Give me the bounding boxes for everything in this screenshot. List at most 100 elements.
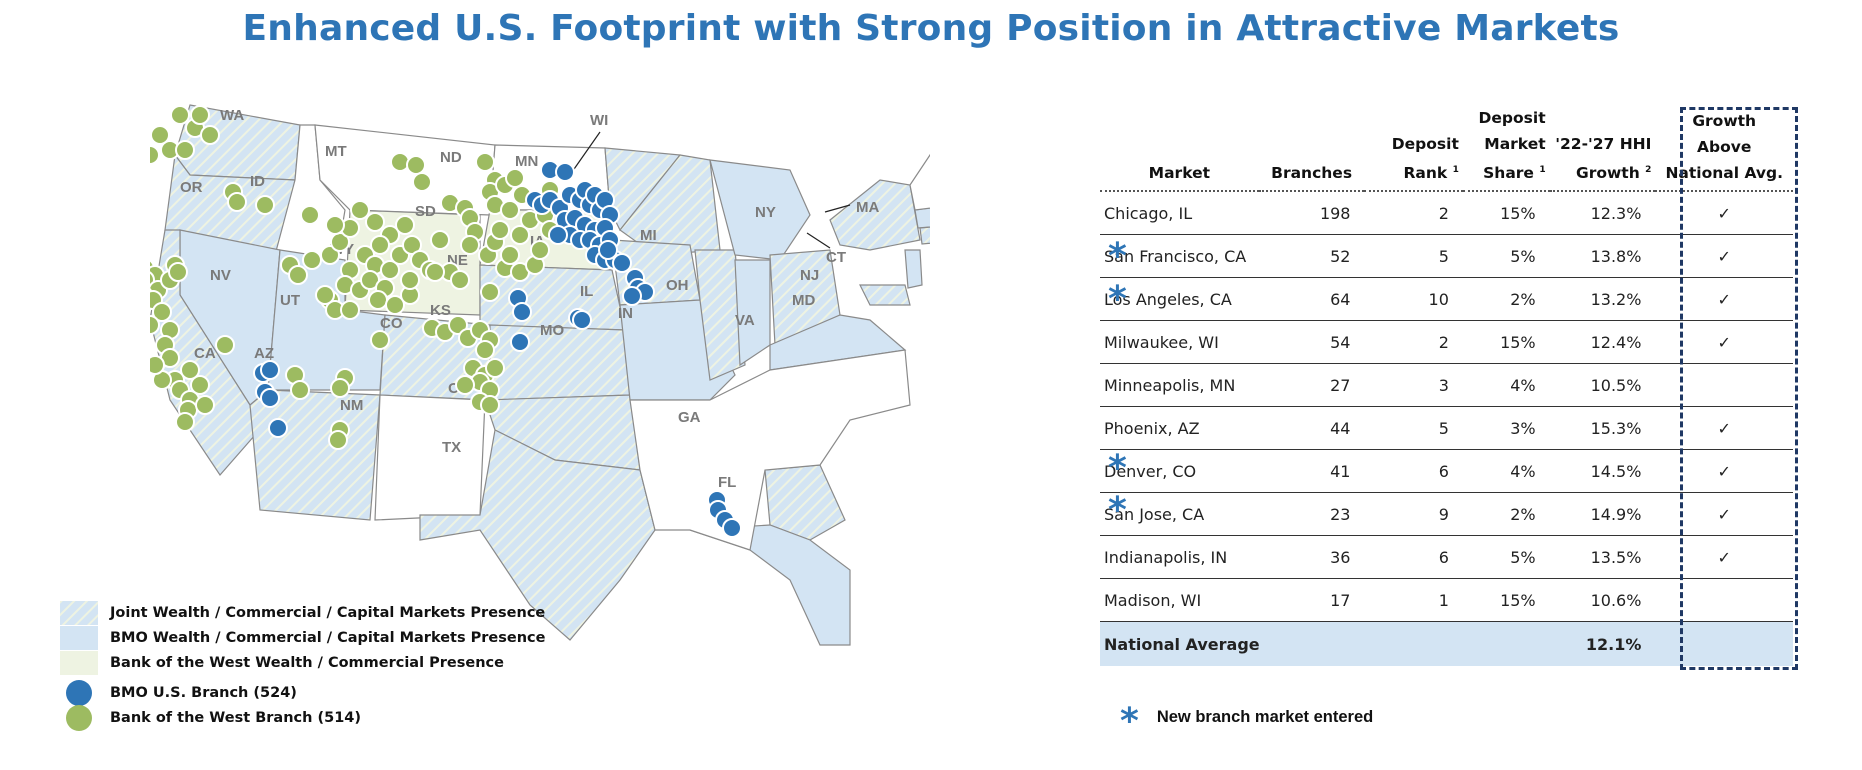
rank-cell: 1 — [1364, 578, 1463, 623]
share-cell: 4% — [1462, 449, 1550, 494]
national-average-row: National Average 12.1% — [1100, 621, 1793, 667]
share-cell: 5% — [1462, 234, 1550, 279]
check-cell: ✓ — [1655, 320, 1793, 365]
growth-cell: 12.3% — [1549, 191, 1656, 236]
header-market: Market — [1148, 164, 1211, 183]
header-hhi-growth: '22-'27 HHI Growth 2 — [1555, 135, 1652, 183]
growth-cell: 10.6% — [1549, 578, 1656, 623]
growth-cell: 10.5% — [1549, 363, 1656, 408]
label-ct: CT — [826, 249, 846, 266]
new-market-asterisk-icon: * — [1108, 447, 1127, 489]
label-or: OR — [180, 179, 203, 196]
label-in: IN — [618, 305, 633, 322]
state-other-ne — [909, 129, 981, 211]
market-cell: Milwaukee, WI — [1100, 320, 1259, 365]
legend-item-bmo-branch: BMO U.S. Branch (524) — [60, 680, 297, 706]
bmo-branches — [253, 160, 742, 538]
table-header-row: Market Branches Deposit Rank 1 Deposit M… — [1100, 105, 1793, 192]
branches-cell: 52 — [1258, 234, 1365, 279]
label-ks: KS — [430, 302, 451, 319]
callout-lines — [571, 131, 851, 249]
blue-swatch-icon — [60, 626, 98, 650]
label-id: ID — [250, 173, 265, 190]
rank-cell: 3 — [1364, 363, 1463, 408]
rank-cell: 5 — [1364, 406, 1463, 451]
table-body: Chicago, IL 198 2 15% 12.3% ✓ San Francisco, C… — [1100, 191, 1793, 667]
market-cell: Denver, CO — [1100, 449, 1259, 494]
check-cell: ✓ — [1655, 406, 1793, 451]
label-ga: GA — [678, 409, 701, 426]
state-tx — [419, 429, 656, 641]
branches-cell: 64 — [1258, 277, 1365, 322]
state-va — [769, 314, 907, 371]
share-cell: 15% — [1462, 578, 1550, 623]
check-cell: ✓ — [1655, 492, 1793, 537]
market-cell: Chicago, IL — [1100, 191, 1259, 236]
markets-table: Market Branches Deposit Rank 1 Deposit M… — [1100, 105, 1793, 667]
share-cell: 4% — [1462, 363, 1550, 408]
growth-cell: 15.3% — [1549, 406, 1656, 451]
label-nm: NM — [340, 397, 363, 414]
label-ny: NY — [755, 204, 776, 221]
branches-cell: 41 — [1258, 449, 1365, 494]
new-market-asterisk-icon: * — [1108, 490, 1127, 532]
growth-cell: 12.4% — [1549, 320, 1656, 365]
state-ny — [829, 179, 921, 251]
label-fl: FL — [718, 474, 736, 491]
state-nj — [904, 249, 923, 289]
share-cell: 5% — [1462, 535, 1550, 580]
state-other-south — [629, 349, 911, 551]
legend-item-botw: Bank of the West Wealth / Commercial Pre… — [60, 650, 504, 676]
check-cell: ✓ — [1655, 191, 1793, 236]
legend-item-bmo: BMO Wealth / Commercial / Capital Market… — [60, 625, 546, 651]
rank-cell: 5 — [1364, 234, 1463, 279]
label-mo: MO — [540, 322, 564, 339]
branches-cell: 198 — [1258, 191, 1365, 236]
average-growth: 12.1% — [1549, 621, 1656, 667]
asterisk-icon: * — [1120, 701, 1139, 742]
table-row: San Jose, CA 23 9 2% 14.9% ✓ — [1100, 492, 1793, 537]
us-map-svg: WA OR ID MT ND SD MN WI MI IA IL IN OH N… — [130, 104, 981, 646]
branches-cell: 54 — [1258, 320, 1365, 365]
average-label: National Average — [1100, 621, 1365, 667]
branches-cell: 44 — [1258, 406, 1365, 451]
label-mi: MI — [640, 227, 657, 244]
share-cell: 2% — [1462, 277, 1550, 322]
branches-cell: 36 — [1258, 535, 1365, 580]
table-row: San Francisco, CA 52 5 5% 13.8% ✓ — [1100, 234, 1793, 279]
footnote-text: New branch market entered — [1156, 707, 1374, 726]
label-va: VA — [735, 312, 755, 329]
market-cell: Indianapolis, IN — [1100, 535, 1259, 580]
table-row: Chicago, IL 198 2 15% 12.3% ✓ — [1100, 191, 1793, 236]
label-il: IL — [580, 283, 593, 300]
legend-item-botw-branch: Bank of the West Branch (514) — [60, 705, 361, 731]
label-wi: WI — [590, 112, 608, 129]
branches-cell: 23 — [1258, 492, 1365, 537]
market-cell: San Jose, CA — [1100, 492, 1259, 537]
table-row: Phoenix, AZ 44 5 3% 15.3% ✓ — [1100, 406, 1793, 451]
state-mi — [709, 159, 811, 261]
check-cell: ✓ — [1655, 535, 1793, 580]
market-cell: Minneapolis, MN — [1100, 363, 1259, 408]
legend-item-joint: Joint Wealth / Commercial / Capital Mark… — [60, 600, 545, 626]
state-ct — [919, 225, 946, 245]
table-row: Milwaukee, WI 54 2 15% 12.4% ✓ — [1100, 320, 1793, 365]
growth-cell: 14.5% — [1549, 449, 1656, 494]
new-market-asterisk-icon: * — [1108, 278, 1127, 320]
table-row: Madison, WI 17 1 15% 10.6% — [1100, 578, 1793, 623]
market-cell: Madison, WI — [1100, 578, 1259, 623]
label-oh: OH — [666, 277, 689, 294]
header-deposit-rank: Deposit Rank 1 — [1391, 135, 1459, 183]
page-title: Enhanced U.S. Footprint with Strong Posi… — [242, 8, 1620, 49]
branches-cell: 17 — [1258, 578, 1365, 623]
share-cell: 3% — [1462, 406, 1550, 451]
label-mn: MN — [515, 153, 538, 170]
label-tx: TX — [442, 439, 461, 456]
blue-dot-icon — [66, 680, 92, 706]
check-cell — [1655, 578, 1793, 623]
legend-label-joint: Joint Wealth / Commercial / Capital Mark… — [110, 605, 546, 621]
growth-cell: 13.8% — [1549, 234, 1656, 279]
legend-label-bmo: BMO Wealth / Commercial / Capital Market… — [110, 630, 546, 646]
green-swatch-icon — [60, 651, 98, 675]
share-cell: 15% — [1462, 191, 1550, 236]
